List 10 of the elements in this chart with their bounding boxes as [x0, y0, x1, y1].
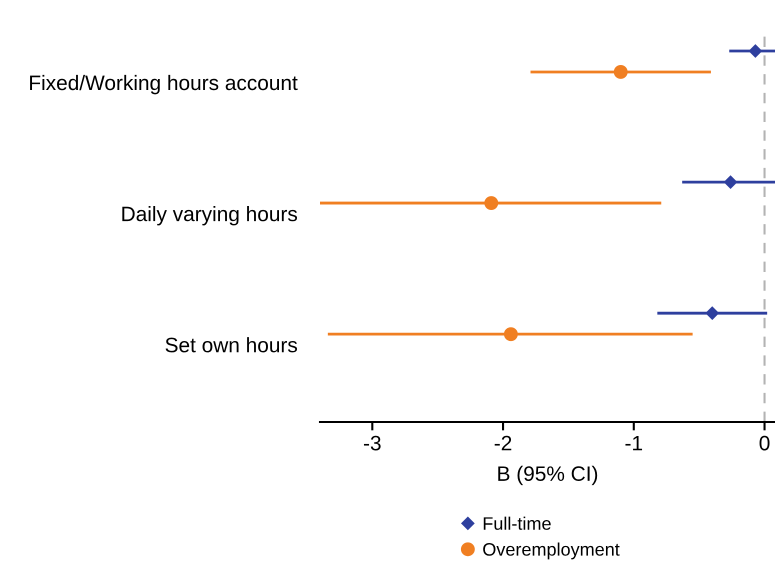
y-tick-label: Set own hours — [166, 337, 298, 352]
x-tick-label: 0 — [760, 436, 770, 450]
legend-label: Overemployment — [483, 542, 620, 560]
y-tick-label: Daily varying hours — [122, 206, 298, 226]
legend-label: Full-time — [484, 516, 551, 530]
x-tick-label: -3 — [364, 436, 381, 450]
x-tick-label: -2 — [494, 436, 512, 450]
y-tick-label: Fixed/Working hours account — [30, 74, 298, 94]
x-axis-title: B (95% CI) — [498, 466, 598, 486]
x-tick-label: -1 — [625, 436, 642, 450]
